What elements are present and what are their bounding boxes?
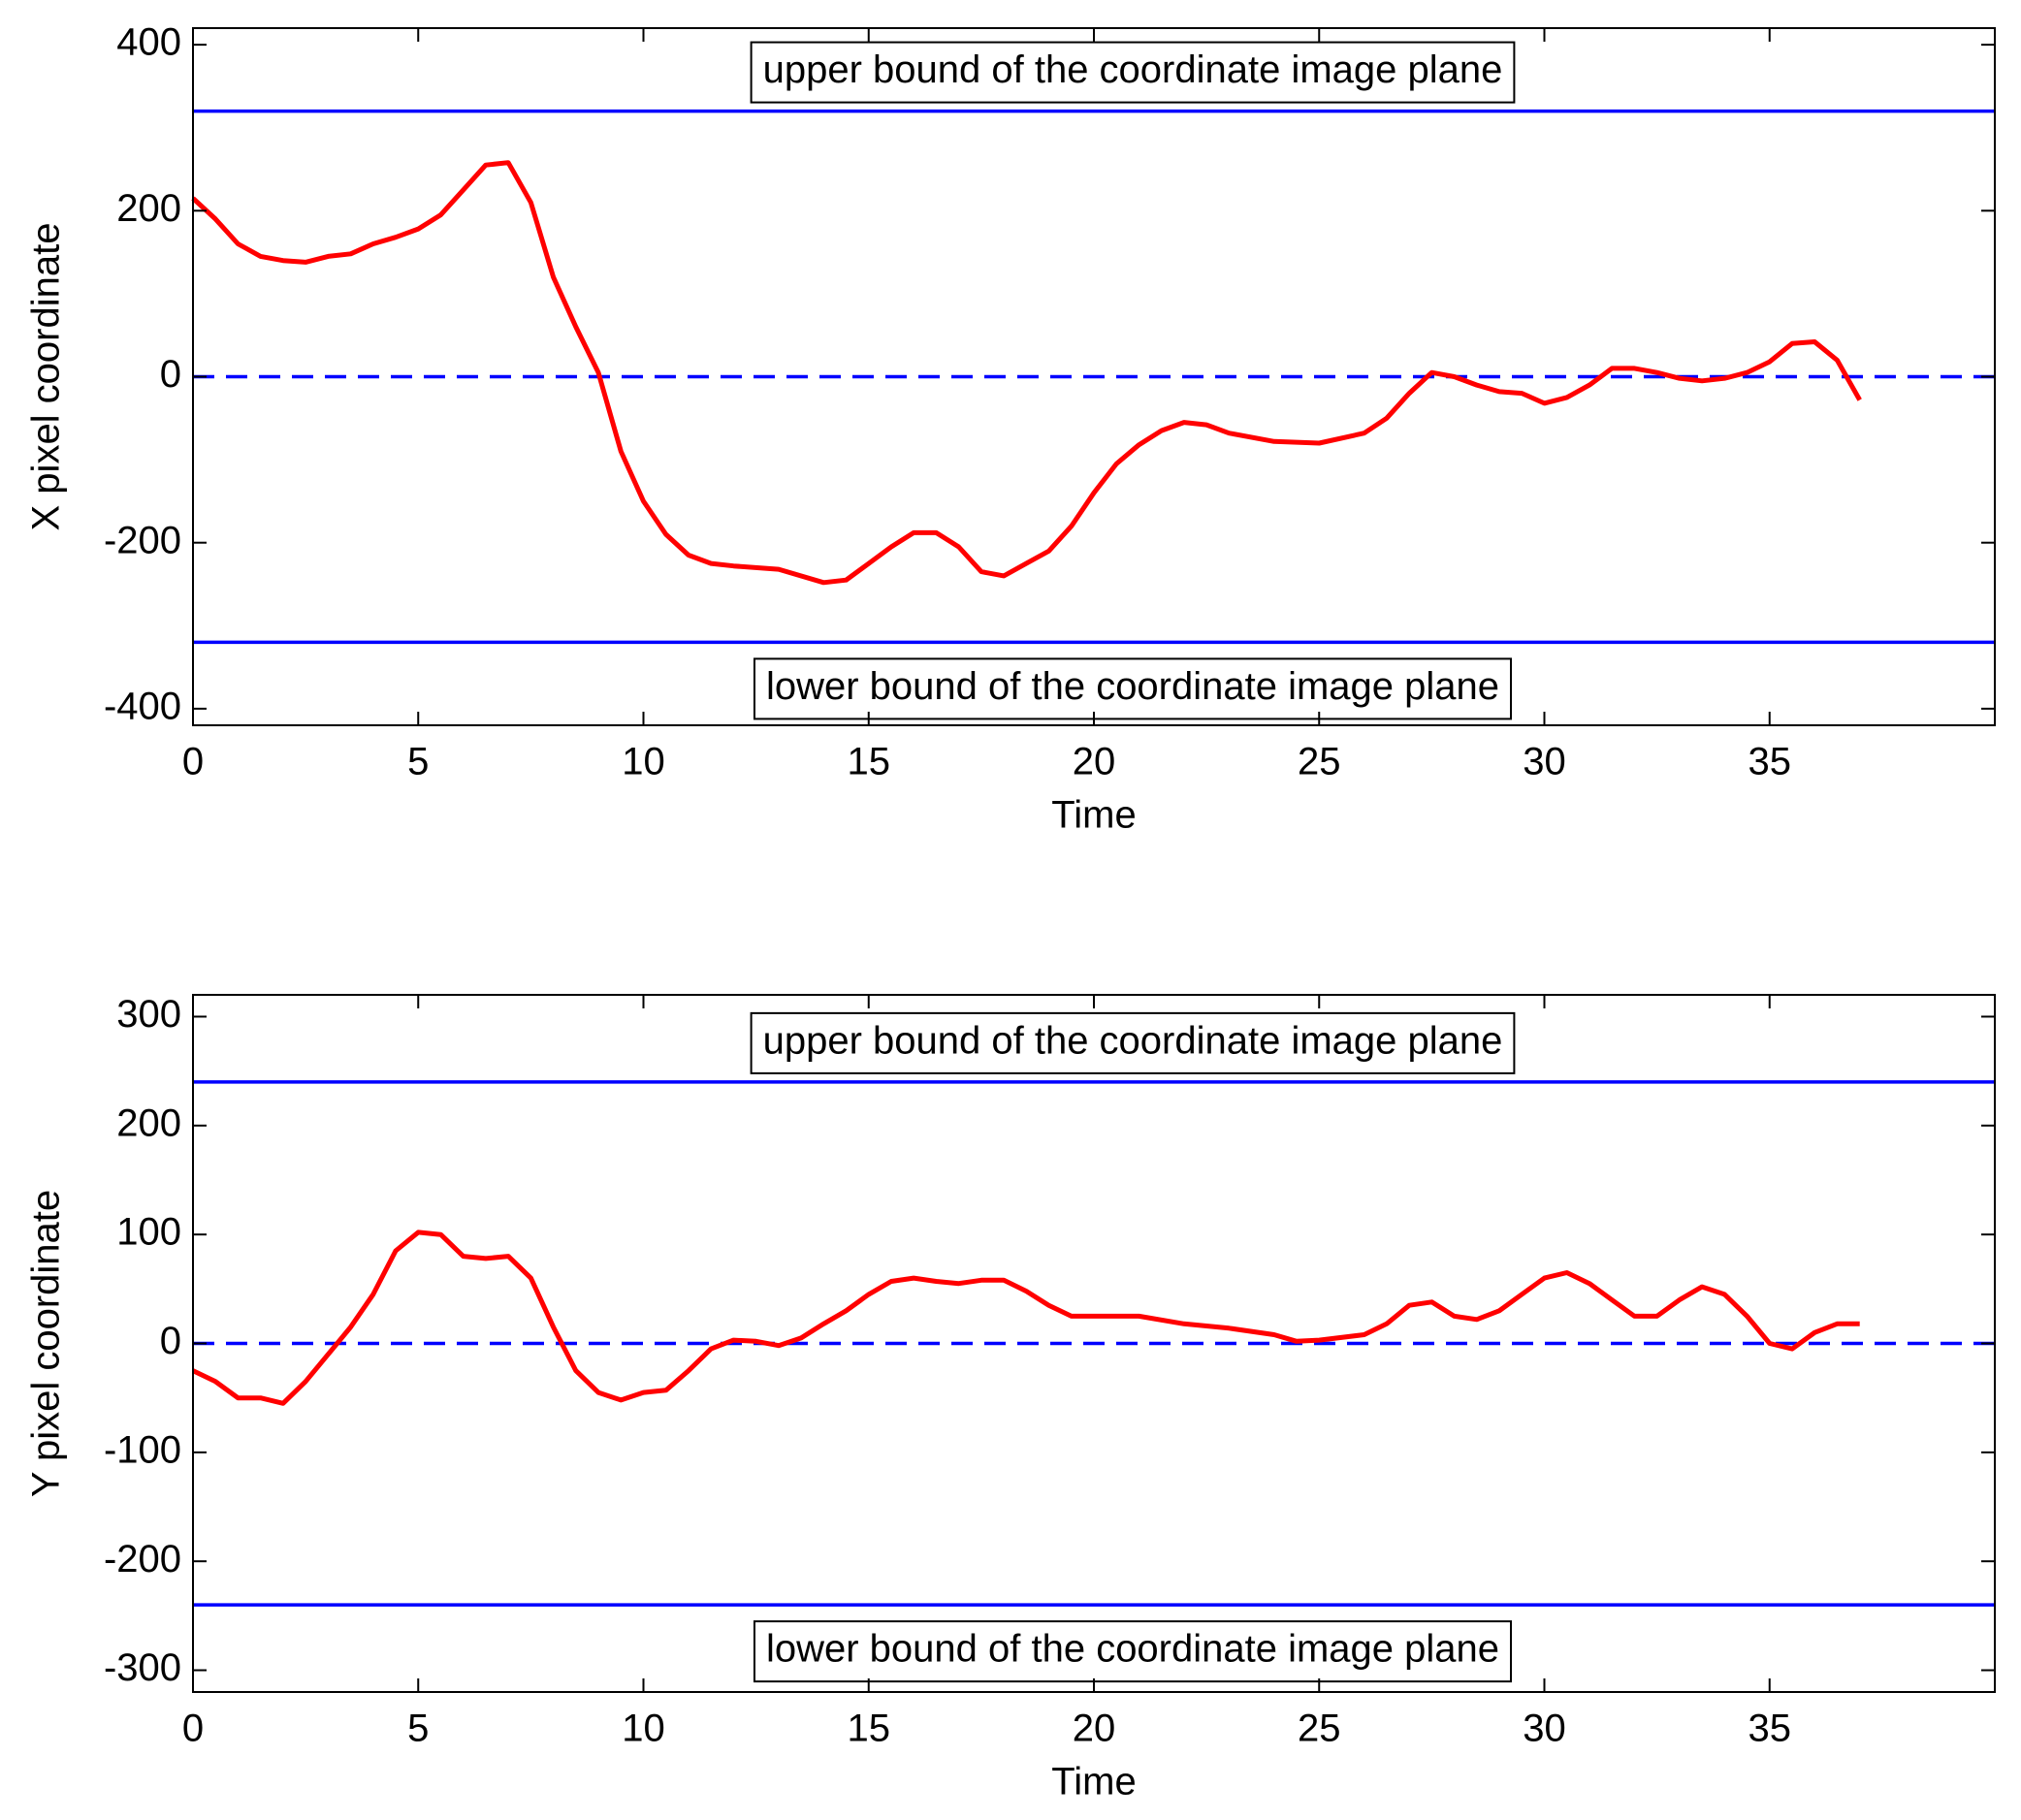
x-tick-label: 25 <box>1298 1708 1341 1750</box>
x-tick-label: 30 <box>1523 741 1566 783</box>
x-tick-label: 15 <box>848 1708 891 1750</box>
annotation-box <box>750 1011 1516 1074</box>
y-tick-label: 400 <box>116 21 181 64</box>
y-tick-label: 100 <box>116 1211 181 1254</box>
y-tick-label: -200 <box>104 1538 181 1581</box>
data-line <box>191 1229 1860 1406</box>
annotation-box <box>750 41 1516 104</box>
annotation-box <box>753 1620 1513 1683</box>
x-tick-label: 20 <box>1073 1708 1116 1750</box>
x-tick-label: 5 <box>407 1708 429 1750</box>
y-tick-label: -400 <box>104 685 181 727</box>
x-tick-label: 5 <box>407 741 429 783</box>
annotation: upper bound of the coordinate image plan… <box>750 41 1516 104</box>
x-tick-label: 15 <box>848 741 891 783</box>
y-tick-label: 0 <box>160 1320 181 1362</box>
x-tick-label: 10 <box>622 1708 665 1750</box>
annotation: upper bound of the coordinate image plan… <box>750 1011 1516 1074</box>
y-tick-label: 0 <box>160 353 181 396</box>
data-line <box>191 160 1862 586</box>
y-tick-label: 200 <box>116 1102 181 1144</box>
annotation-box <box>753 657 1513 720</box>
y-axis-label: X pixel coordinate <box>25 223 68 531</box>
x-tick-label: 0 <box>182 741 204 783</box>
x-tick-label: 35 <box>1748 1708 1792 1750</box>
x-tick-label: 35 <box>1748 741 1792 783</box>
y-axis-label: Y pixel coordinate <box>25 1190 68 1497</box>
annotation-text: upper bound of the coordinate image plan… <box>763 48 1503 91</box>
x-tick-label: 30 <box>1523 1708 1566 1750</box>
x-axis-label: Time <box>1051 794 1136 837</box>
x-tick-label: 25 <box>1298 741 1341 783</box>
x-tick-label: 20 <box>1073 741 1116 783</box>
y-tick-label: 300 <box>116 993 181 1036</box>
x-axis-label: Time <box>1051 1761 1136 1804</box>
y-tick-label: -100 <box>104 1428 181 1471</box>
annotation-text: lower bound of the coordinate image plan… <box>766 665 1499 708</box>
y-tick-label: -300 <box>104 1646 181 1689</box>
annotation-text: lower bound of the coordinate image plan… <box>766 1628 1499 1671</box>
annotation-text: upper bound of the coordinate image plan… <box>763 1019 1503 1062</box>
x-tick-label: 0 <box>182 1708 204 1750</box>
annotation: lower bound of the coordinate image plan… <box>753 1620 1513 1683</box>
annotation: lower bound of the coordinate image plan… <box>753 657 1513 720</box>
x-tick-label: 10 <box>622 741 665 783</box>
y-tick-label: 200 <box>116 187 181 230</box>
y-tick-label: -200 <box>104 519 181 561</box>
